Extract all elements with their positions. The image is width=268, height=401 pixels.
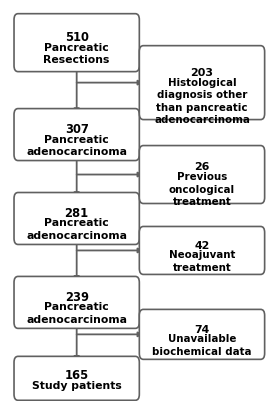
Text: 26: 26 — [194, 162, 210, 172]
Text: Unavailable
biochemical data: Unavailable biochemical data — [152, 334, 252, 357]
Text: 307: 307 — [65, 123, 89, 136]
FancyBboxPatch shape — [139, 146, 265, 203]
Text: 510: 510 — [65, 31, 89, 45]
Text: 42: 42 — [194, 241, 210, 251]
Text: Pancreatic
Resections: Pancreatic Resections — [43, 43, 110, 65]
FancyBboxPatch shape — [139, 310, 265, 359]
Text: 165: 165 — [65, 369, 89, 383]
Text: Pancreatic
adenocarcinoma: Pancreatic adenocarcinoma — [26, 135, 127, 157]
Text: 239: 239 — [65, 291, 89, 304]
FancyBboxPatch shape — [14, 356, 139, 400]
FancyBboxPatch shape — [14, 14, 139, 72]
Text: 203: 203 — [191, 68, 214, 78]
FancyBboxPatch shape — [139, 46, 265, 119]
Text: Pancreatic
adenocarcinoma: Pancreatic adenocarcinoma — [26, 219, 127, 241]
FancyBboxPatch shape — [14, 192, 139, 245]
Text: Histological
diagnosis other
than pancreatic
adenocarcinoma: Histological diagnosis other than pancre… — [154, 78, 250, 125]
Text: Previous
oncological
treatment: Previous oncological treatment — [169, 172, 235, 207]
FancyBboxPatch shape — [14, 109, 139, 160]
Text: 74: 74 — [194, 324, 210, 334]
Text: Study patients: Study patients — [32, 381, 122, 391]
FancyBboxPatch shape — [14, 276, 139, 328]
Text: Pancreatic
adenocarcinoma: Pancreatic adenocarcinoma — [26, 302, 127, 325]
FancyBboxPatch shape — [139, 227, 265, 274]
Text: 281: 281 — [65, 207, 89, 220]
Text: Neoajuvant
treatment: Neoajuvant treatment — [169, 251, 235, 273]
